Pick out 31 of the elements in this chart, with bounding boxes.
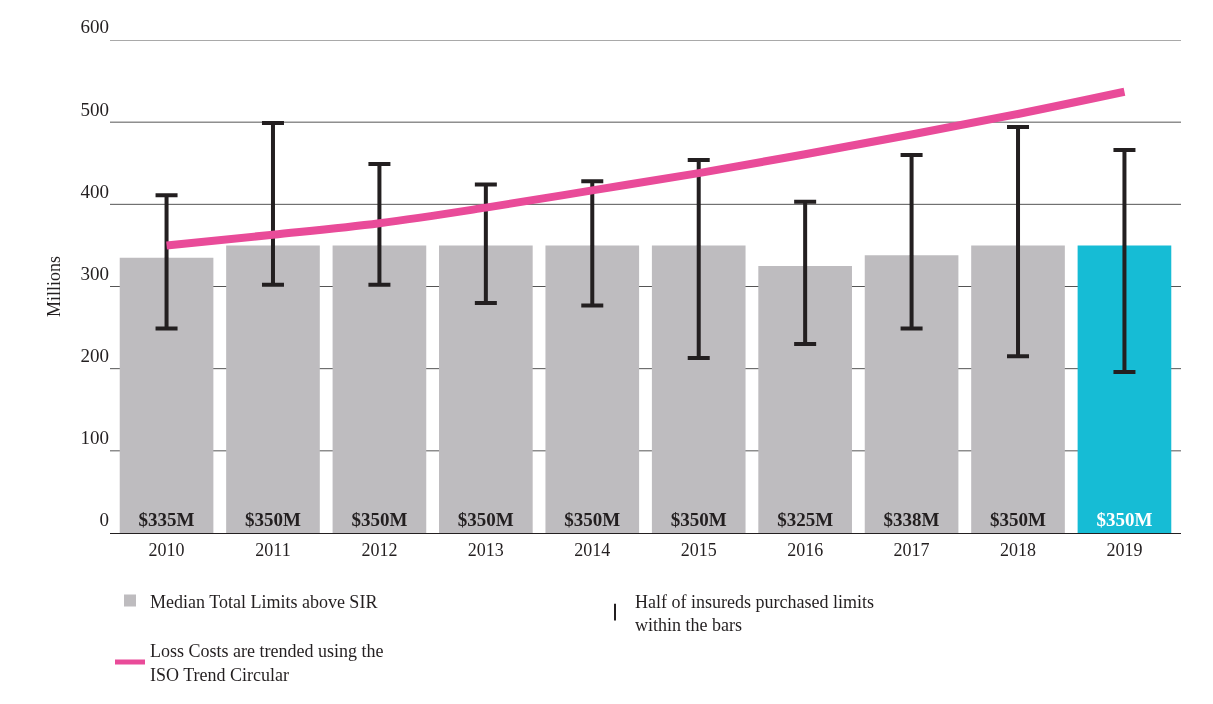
legend-label: Loss Costs are trended using the ISO Trend Circular [150, 641, 384, 685]
data-label: $350M [457, 509, 514, 530]
legend-label: Median Total Limits above SIR [150, 591, 378, 612]
y-tick-label: 300 [80, 262, 109, 284]
y-tick-label: 100 [80, 427, 109, 449]
x-tick-label: 2016 [787, 539, 824, 560]
x-tick-label: 2017 [893, 539, 930, 560]
y-tick-label: 600 [80, 16, 109, 38]
y-tick-label: 200 [80, 345, 109, 367]
data-label: $350M [670, 509, 727, 530]
x-tick-label: 2010 [148, 539, 185, 560]
data-label: $350M [564, 509, 621, 530]
x-tick-label: 2012 [361, 539, 398, 560]
x-tick-label: 2015 [680, 539, 717, 560]
data-label: $338M [883, 509, 940, 530]
y-tick-label: 500 [80, 98, 109, 120]
x-tick-label: 2019 [1106, 539, 1143, 560]
x-tick-label: 2018 [1000, 539, 1037, 560]
data-label: $350M [351, 509, 408, 530]
data-label: $335M [138, 509, 195, 530]
data-label: $350M [990, 509, 1047, 530]
y-axis-title: Millions [43, 255, 64, 318]
text: Half of insureds purchased limits within the bars [635, 591, 874, 635]
x-tick-label: 2014 [574, 539, 611, 560]
data-label: $325M [777, 509, 834, 530]
data-label: $350M [244, 509, 301, 530]
x-tick-label: 2013 [467, 539, 504, 560]
data-label: $350M [1096, 509, 1153, 530]
y-tick-label: 400 [80, 180, 109, 202]
y-tick-label: 0 [99, 509, 109, 531]
x-tick-label: 2011 [255, 539, 291, 560]
